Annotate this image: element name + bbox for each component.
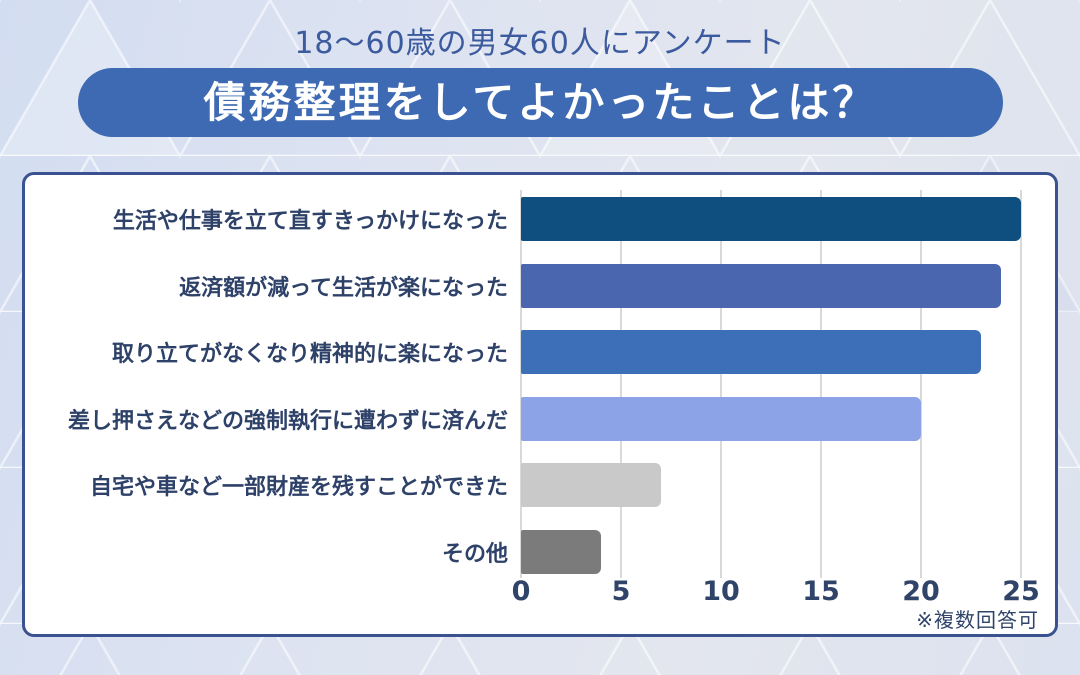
grid-line-25 [1020,190,1022,578]
bar-value-23 [521,330,981,374]
multiple-answers-note: ※複数回答可 [916,608,1039,632]
grid-line-20 [920,190,922,578]
survey-subtitle: 18〜60歳の男女60人にアンケート [294,26,786,61]
bar-row: その他 [25,530,1055,574]
bar-row: 生活や仕事を立て直すきっかけになった [25,197,1055,241]
bar-row: 返済額が減って生活が楽になった [25,264,1055,308]
bar-chart: 生活や仕事を立て直すきっかけになった返済額が減って生活が楽になった取り立てがなく… [25,175,1055,634]
x-tick-label-20: 20 [902,576,940,607]
x-tick-label-10: 10 [702,576,740,607]
bar-category-label: 自宅や車など一部財産を残すことができた [89,475,508,500]
bar-category-label: 生活や仕事を立て直すきっかけになった [112,209,508,234]
bar-value-25 [521,197,1021,241]
grid-line-10 [720,190,722,578]
bar-value-20 [521,397,921,441]
grid-line-15 [820,190,822,578]
bar-category-label: その他 [441,542,508,567]
bar-row: 差し押さえなどの強制執行に遭わずに済んだ [25,397,1055,441]
chart-panel: 生活や仕事を立て直すきっかけになった返済額が減って生活が楽になった取り立てがなく… [22,172,1058,637]
bar-category-label: 取り立てがなくなり精神的に楽になった [111,342,508,367]
x-tick-label-0: 0 [511,576,531,607]
x-tick-label-5: 5 [611,576,631,607]
bar-value-24 [521,264,1001,308]
x-tick-label-15: 15 [802,576,840,607]
title-banner: 債務整理をしてよかったことは？ [78,68,1003,137]
grid-line-5 [620,190,622,578]
bar-row: 取り立てがなくなり精神的に楽になった [25,330,1055,374]
bar-row: 自宅や車など一部財産を残すことができた [25,463,1055,507]
grid-line-0 [520,190,522,578]
bar-category-label: 差し押さえなどの強制執行に遭わずに済んだ [67,409,508,434]
x-tick-label-25: 25 [1002,576,1040,607]
page-title: 債務整理をしてよかったことは？ [203,77,878,127]
bar-value-7 [521,463,661,507]
bar-value-4 [521,530,601,574]
bar-category-label: 返済額が減って生活が楽になった [179,276,508,301]
